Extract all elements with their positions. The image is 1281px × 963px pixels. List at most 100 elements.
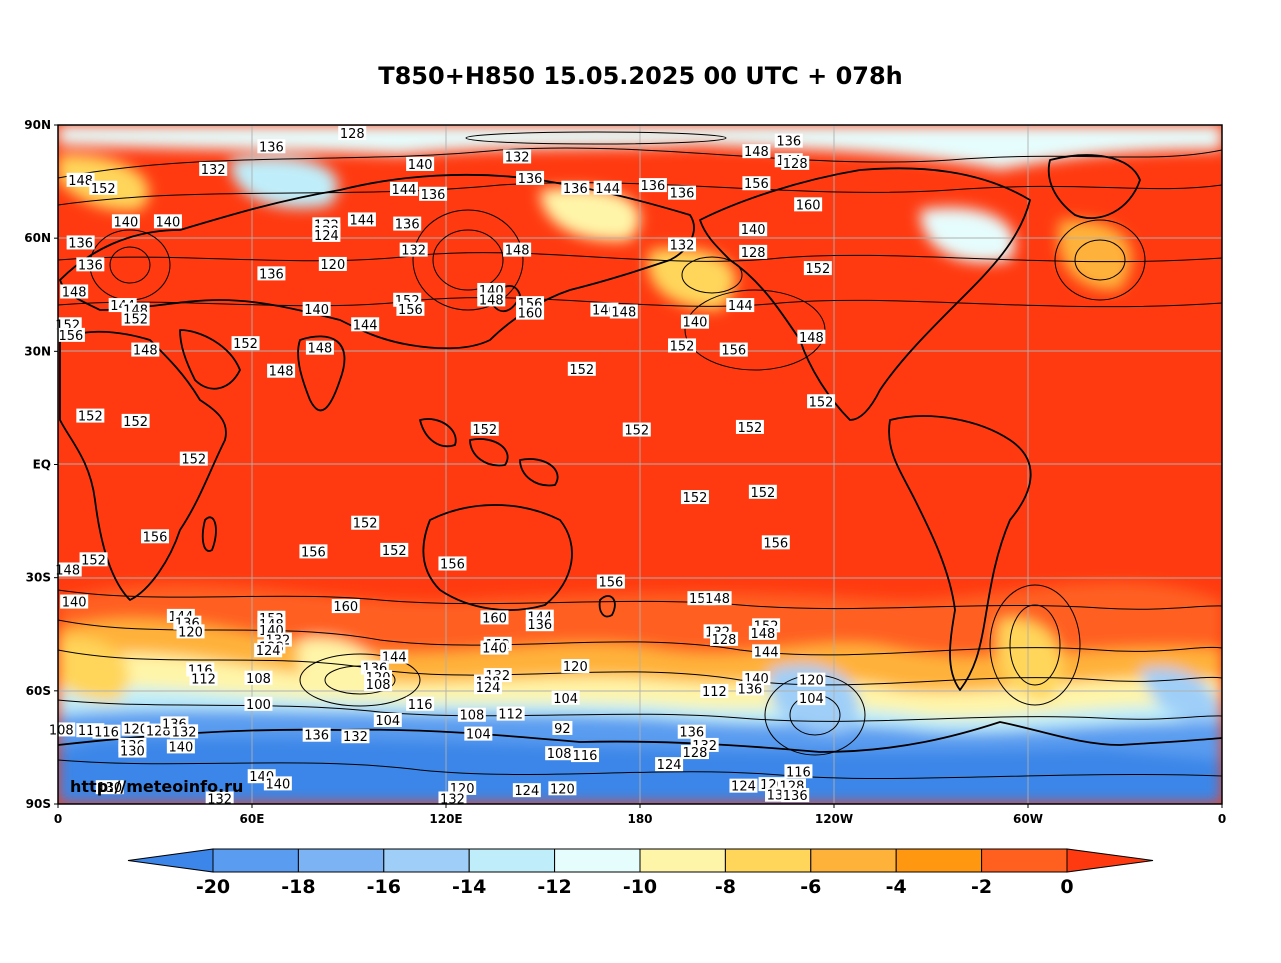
contour-label: 128 <box>712 633 737 648</box>
contour-label: 152 <box>78 410 103 425</box>
longitude-axis: 0 60E 120E 180 120W 60W 0 <box>54 804 1226 826</box>
colorbar-label: -20 <box>196 876 230 898</box>
contour-label-bg <box>438 791 467 806</box>
contour-label-bg <box>438 556 467 571</box>
contour-label-bg <box>111 214 140 229</box>
contour-label: 128 <box>741 246 766 261</box>
contour-label: 160 <box>333 600 358 615</box>
contour-label: 132 <box>172 725 197 740</box>
contour-label-bg <box>121 311 150 326</box>
lat-tick-label: 30N <box>24 344 51 358</box>
contour-label-bg <box>257 139 286 154</box>
contour-label: 136 <box>670 187 695 202</box>
contour-label: 152 <box>181 453 206 468</box>
contour-label: 132 <box>343 730 368 745</box>
contour-label: 120 <box>320 258 345 273</box>
contour-label-bg <box>406 156 435 171</box>
contour-label: 132 <box>505 150 530 165</box>
contour-label-bg <box>205 791 234 806</box>
contour-label-bg <box>338 126 367 141</box>
contour-label: 148 <box>750 627 775 642</box>
contour-label-bg <box>561 659 590 674</box>
lon-tick-label: 0 <box>54 812 62 826</box>
contour-label-bg <box>244 696 273 711</box>
contour-label: 136 <box>259 267 284 282</box>
contour-label: 136 <box>518 172 543 187</box>
contour-label: 148 <box>744 145 769 160</box>
contour-label-bg <box>419 186 448 201</box>
contour-label: 152 <box>353 517 378 532</box>
contour-label: 136 <box>776 135 801 150</box>
contour-label-bg <box>784 764 813 779</box>
contour-label: 160 <box>796 198 821 213</box>
contour-label: 120 <box>550 782 575 797</box>
contour-label: 136 <box>679 726 704 741</box>
contour-label-bg <box>131 342 160 357</box>
contour-label: 124 <box>514 784 539 799</box>
contour-label-bg <box>364 677 393 692</box>
contour-label-bg <box>53 562 82 577</box>
contour-label: 148 <box>799 331 824 346</box>
colorbar-segment <box>724 848 812 873</box>
contour-label: 144 <box>728 299 753 314</box>
contour-label: 152 <box>472 423 497 438</box>
latitude-axis: 90N 60N 30N EQ 30S 60S 90S <box>24 118 58 811</box>
contour-label: 148 <box>479 293 504 308</box>
contour-label-bg <box>76 257 105 272</box>
contour-label-bg <box>76 408 105 423</box>
contour-label-bg <box>267 363 296 378</box>
contour-label-bg <box>571 748 600 763</box>
contour-label: 148 <box>269 365 294 380</box>
colorbar: -20 -18 -16 -14 -12 -10 -8 -6 -4 -2 0 <box>127 848 1154 898</box>
contour-label: 148 <box>133 344 158 359</box>
contour-label: 156 <box>143 530 168 545</box>
contour-label: 156 <box>598 576 623 591</box>
contour-label: 100 <box>246 698 271 713</box>
contour-label-bg <box>380 542 409 557</box>
contour-label: 144 <box>392 183 417 198</box>
contour-label-bg <box>373 713 402 728</box>
contour-label-bg <box>170 724 199 739</box>
contour-label-bg <box>60 284 89 299</box>
contour-label: 116 <box>786 765 811 780</box>
contour-label: 128 <box>340 127 365 142</box>
contour-label-bg <box>739 222 768 237</box>
contour-label: 148 <box>62 285 87 300</box>
contour-label: 156 <box>440 557 465 572</box>
contour-label: 120 <box>178 625 203 640</box>
contour-label: 156 <box>398 303 423 318</box>
colorbar-segment <box>554 848 641 873</box>
contour-label-bg <box>166 739 195 754</box>
contour-label-bg <box>551 690 580 705</box>
contour-label: 144 <box>350 213 375 228</box>
contour-label-bg <box>596 574 625 589</box>
colorbar-label: -2 <box>971 876 992 898</box>
contour-label: 116 <box>573 749 598 764</box>
contour-label-bg <box>244 670 273 685</box>
contour-label-bg <box>477 292 506 307</box>
contour-label: 124 <box>476 681 501 696</box>
contour-label-bg <box>742 176 771 191</box>
contour-label-bg <box>299 544 328 559</box>
contour-label: 152 <box>123 415 148 430</box>
lon-tick-label: 180 <box>627 812 652 826</box>
contour-label: 136 <box>68 236 93 251</box>
contour-label: 152 <box>683 491 708 506</box>
contour-label-bg <box>668 338 697 353</box>
contour-label-bg <box>552 720 573 735</box>
lon-tick-label: 60W <box>1013 812 1043 826</box>
contour-label-bg <box>545 746 574 761</box>
contour-label: 148 <box>68 174 93 189</box>
contour-label-bg <box>761 535 790 550</box>
contour-label-bg <box>726 298 755 313</box>
contour-label: 156 <box>59 329 84 344</box>
contour-labels: 1281361481441281481521321361401321361361… <box>47 126 836 807</box>
contour-label-bg <box>739 244 768 259</box>
contour-label-bg <box>797 691 826 706</box>
colorbar-label: -6 <box>800 876 821 898</box>
contour-label: 130 <box>97 781 122 796</box>
contour-label-bg <box>331 599 360 614</box>
colorbar-label: -8 <box>715 876 736 898</box>
contour-label: 156 <box>721 344 746 359</box>
contour-label-bg <box>95 780 124 795</box>
